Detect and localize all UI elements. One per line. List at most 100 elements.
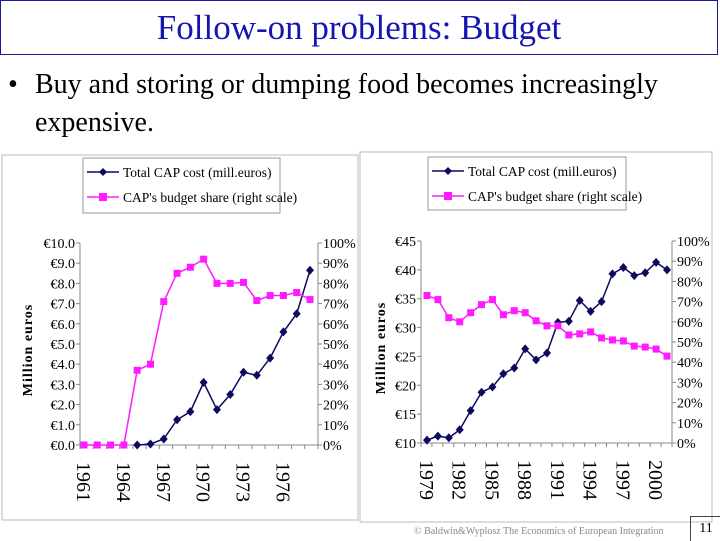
data-point bbox=[226, 390, 235, 399]
chart-frame bbox=[1, 154, 359, 521]
legend: Total CAP cost (mill.euros) CAP's budget … bbox=[82, 157, 297, 214]
right-tick-label: 60% bbox=[323, 318, 349, 333]
data-point bbox=[619, 263, 628, 273]
right-tick-label: 40% bbox=[323, 358, 349, 373]
right-tick-label: 90% bbox=[323, 257, 349, 272]
data-point bbox=[159, 434, 168, 444]
left-tick-label: €8.0 bbox=[51, 277, 76, 292]
right-tick-label: 80% bbox=[323, 277, 349, 292]
data-point bbox=[80, 441, 88, 449]
data-point bbox=[444, 433, 453, 443]
legend-label: CAP's budget share (right scale) bbox=[123, 190, 297, 205]
data-point bbox=[652, 345, 660, 353]
right-tick-label: 50% bbox=[677, 336, 703, 351]
x-tick-label: 1985 bbox=[480, 460, 502, 500]
data-point bbox=[467, 309, 475, 317]
x-tick-label: 1997 bbox=[611, 460, 633, 500]
legend-label: Total CAP cost (mill.euros) bbox=[123, 165, 272, 180]
left-tick-label: €9.0 bbox=[51, 257, 76, 272]
legend-label: Total CAP cost (mill.euros) bbox=[468, 164, 617, 179]
data-point bbox=[663, 265, 671, 275]
right-tick-label: 0% bbox=[323, 439, 342, 454]
left-tick-label: €2.0 bbox=[51, 399, 76, 414]
x-tick-label: 2000 bbox=[644, 460, 666, 500]
y-axis-label: Million euros bbox=[374, 302, 389, 394]
data-point bbox=[173, 415, 182, 425]
data-point bbox=[554, 322, 562, 330]
data-point bbox=[93, 441, 101, 449]
series-budget-share bbox=[423, 292, 671, 360]
series-line bbox=[137, 270, 311, 446]
data-point bbox=[565, 331, 573, 339]
right-tick-label: 70% bbox=[677, 296, 703, 311]
data-point bbox=[619, 337, 627, 345]
data-point bbox=[160, 298, 168, 306]
left-tick-label: €7.0 bbox=[51, 298, 76, 313]
right-tick-label: 20% bbox=[323, 399, 349, 414]
x-tick-label: 1970 bbox=[192, 462, 214, 502]
legend-label: CAP's budget share (right scale) bbox=[468, 189, 642, 204]
right-tick-label: 100% bbox=[323, 237, 356, 252]
series-total-cap-cost bbox=[133, 265, 314, 450]
right-tick-label: 70% bbox=[323, 298, 349, 313]
y-axis-label: Million euros bbox=[21, 304, 36, 396]
legend-box bbox=[427, 156, 627, 211]
right-tick-label: 100% bbox=[677, 235, 710, 250]
data-point bbox=[641, 343, 649, 351]
right-tick-label: 80% bbox=[677, 275, 703, 290]
bullet-text: Buy and storing or dumping food becomes … bbox=[35, 69, 658, 138]
data-point bbox=[564, 316, 573, 326]
x-tick-label: 1994 bbox=[579, 460, 601, 500]
data-point bbox=[212, 405, 221, 415]
data-point bbox=[477, 387, 486, 397]
data-point bbox=[586, 306, 595, 316]
left-tick-label: €20 bbox=[395, 379, 416, 394]
data-point bbox=[186, 263, 194, 271]
x-tick-label: 1988 bbox=[513, 460, 535, 500]
data-point bbox=[663, 352, 671, 360]
data-point bbox=[199, 377, 208, 387]
data-point bbox=[253, 297, 261, 305]
legend-diamond-marker bbox=[99, 168, 107, 176]
series-total-cap-cost bbox=[423, 257, 671, 445]
left-tick-label: €5.0 bbox=[51, 338, 76, 353]
data-point bbox=[240, 278, 248, 286]
right-tick-label: 0% bbox=[677, 437, 696, 452]
data-point bbox=[173, 269, 181, 277]
left-tick-label: €35 bbox=[395, 293, 416, 308]
data-point bbox=[279, 292, 287, 300]
left-tick-label: €3.0 bbox=[51, 378, 76, 393]
x-tick-label: 1973 bbox=[232, 462, 254, 502]
data-point bbox=[266, 292, 274, 300]
data-point bbox=[433, 431, 442, 441]
data-point bbox=[532, 317, 540, 325]
right-tick-label: 90% bbox=[677, 255, 703, 270]
data-point bbox=[434, 296, 442, 304]
data-point bbox=[133, 366, 141, 374]
data-point bbox=[598, 334, 606, 342]
data-point bbox=[510, 363, 519, 373]
data-point bbox=[608, 336, 616, 344]
data-point bbox=[587, 328, 595, 336]
left-tick-label: €40 bbox=[395, 264, 416, 279]
data-point bbox=[576, 330, 584, 338]
data-point bbox=[107, 441, 115, 449]
data-point bbox=[575, 295, 584, 305]
data-point bbox=[200, 255, 208, 263]
data-point bbox=[423, 435, 431, 445]
x-tick-label: 1979 bbox=[415, 460, 437, 500]
data-point bbox=[266, 353, 275, 363]
data-point bbox=[521, 344, 530, 354]
left-tick-label: €15 bbox=[395, 408, 416, 423]
chart-1: Total CAP cost (mill.euros) CAP's budget … bbox=[1, 154, 359, 521]
legend-square-marker bbox=[444, 192, 452, 200]
data-point bbox=[521, 309, 529, 317]
data-point bbox=[630, 271, 639, 281]
left-tick-label: €6.0 bbox=[51, 318, 76, 333]
right-tick-label: 40% bbox=[677, 356, 703, 371]
data-point bbox=[466, 406, 475, 416]
data-point bbox=[120, 441, 128, 449]
x-tick-label: 1967 bbox=[152, 462, 174, 502]
data-point bbox=[292, 309, 301, 319]
